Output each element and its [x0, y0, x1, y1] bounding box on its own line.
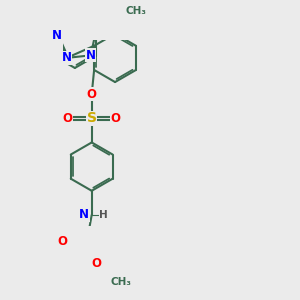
Text: N: N — [52, 29, 62, 42]
Text: N: N — [86, 49, 96, 62]
Text: N: N — [62, 51, 72, 64]
Text: O: O — [58, 235, 68, 248]
Text: O: O — [92, 257, 101, 270]
Text: O: O — [62, 112, 73, 125]
Text: CH₃: CH₃ — [111, 278, 132, 287]
Text: CH₃: CH₃ — [125, 6, 146, 16]
Text: N: N — [79, 208, 89, 221]
Text: S: S — [87, 111, 97, 125]
Text: O: O — [111, 112, 121, 125]
Text: H: H — [99, 210, 108, 220]
Text: O: O — [87, 88, 97, 100]
